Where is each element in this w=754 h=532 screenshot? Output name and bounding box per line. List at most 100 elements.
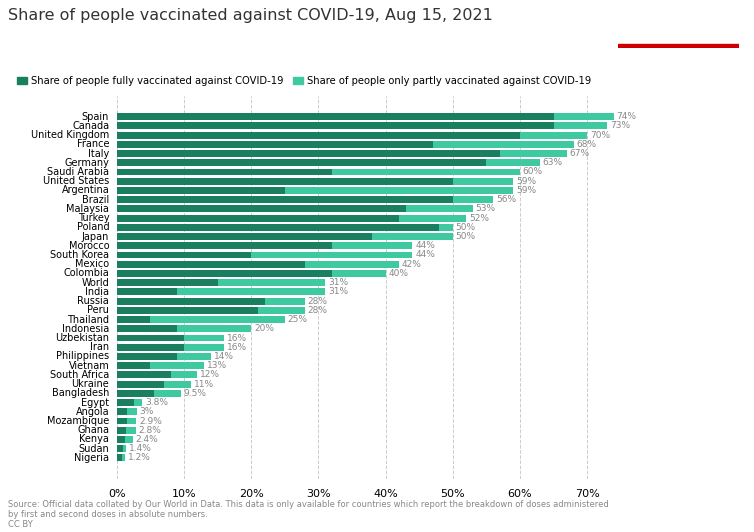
Bar xyxy=(332,169,520,176)
Bar xyxy=(117,242,332,249)
Bar xyxy=(305,261,399,268)
Bar xyxy=(151,362,204,369)
Text: 11%: 11% xyxy=(194,380,213,389)
Text: 56%: 56% xyxy=(496,195,516,204)
Bar xyxy=(453,178,513,185)
Text: 74%: 74% xyxy=(617,112,636,121)
Bar xyxy=(453,196,493,203)
Bar xyxy=(117,159,486,166)
Bar xyxy=(184,335,225,342)
Text: 60%: 60% xyxy=(523,168,543,177)
Bar xyxy=(151,316,285,323)
Text: 70%: 70% xyxy=(590,130,610,139)
Bar xyxy=(184,344,225,351)
Bar xyxy=(117,196,453,203)
Bar xyxy=(117,261,305,268)
Bar xyxy=(177,326,251,332)
Text: 1.2%: 1.2% xyxy=(127,453,151,462)
Bar xyxy=(154,390,181,397)
Bar xyxy=(117,298,265,305)
Text: 40%: 40% xyxy=(388,269,408,278)
Bar xyxy=(117,390,154,397)
Bar xyxy=(251,252,412,259)
Bar xyxy=(618,44,739,48)
Text: 20%: 20% xyxy=(254,325,274,333)
Bar xyxy=(117,252,251,259)
Bar xyxy=(123,445,126,452)
Bar xyxy=(117,326,177,332)
Text: 13%: 13% xyxy=(207,361,227,370)
Bar xyxy=(265,298,305,305)
Text: 25%: 25% xyxy=(287,315,308,324)
Bar xyxy=(117,178,453,185)
Text: Source: Official data collated by Our World in Data. This data is only available: Source: Official data collated by Our Wo… xyxy=(8,500,608,529)
Bar xyxy=(117,150,500,157)
Bar xyxy=(170,371,198,378)
Bar xyxy=(117,113,553,120)
Text: 50%: 50% xyxy=(455,223,476,232)
Bar xyxy=(121,454,125,461)
Bar xyxy=(117,371,170,378)
Bar xyxy=(399,214,466,221)
Bar xyxy=(520,131,587,138)
Bar xyxy=(406,205,473,212)
Text: 52%: 52% xyxy=(469,213,489,222)
Text: in Data: in Data xyxy=(659,30,698,40)
Bar xyxy=(117,233,372,240)
Bar xyxy=(125,436,133,443)
Bar xyxy=(117,122,553,129)
Bar xyxy=(117,427,126,434)
Text: 2.8%: 2.8% xyxy=(139,426,161,435)
Bar xyxy=(164,381,191,388)
Text: 28%: 28% xyxy=(308,306,328,315)
Bar xyxy=(553,122,607,129)
Text: 16%: 16% xyxy=(227,343,247,352)
Bar xyxy=(285,187,513,194)
Text: 31%: 31% xyxy=(328,287,348,296)
Text: 3.8%: 3.8% xyxy=(145,398,168,407)
Text: Share of people vaccinated against COVID-19, Aug 15, 2021: Share of people vaccinated against COVID… xyxy=(8,8,492,23)
Bar xyxy=(117,362,151,369)
Bar xyxy=(117,445,123,452)
Legend: Share of people fully vaccinated against COVID-19, Share of people only partly v: Share of people fully vaccinated against… xyxy=(13,71,596,89)
Bar xyxy=(372,233,453,240)
Bar xyxy=(117,187,285,194)
Text: 59%: 59% xyxy=(516,177,536,186)
Bar xyxy=(117,131,520,138)
Text: 73%: 73% xyxy=(610,121,630,130)
Text: 2.9%: 2.9% xyxy=(139,417,162,426)
Text: 28%: 28% xyxy=(308,297,328,305)
Text: 2.4%: 2.4% xyxy=(136,435,158,444)
Text: 42%: 42% xyxy=(402,260,421,269)
Text: 50%: 50% xyxy=(455,232,476,241)
Bar xyxy=(553,113,614,120)
Bar xyxy=(133,399,143,406)
Bar xyxy=(117,288,177,295)
Bar xyxy=(117,409,127,415)
Bar xyxy=(332,270,385,277)
Bar xyxy=(177,353,211,360)
Text: 14%: 14% xyxy=(213,352,234,361)
Bar xyxy=(117,279,218,286)
Bar xyxy=(117,270,332,277)
Bar xyxy=(117,454,121,461)
Bar xyxy=(117,436,125,443)
Text: 9.5%: 9.5% xyxy=(183,389,207,398)
Text: 16%: 16% xyxy=(227,334,247,343)
Text: 12%: 12% xyxy=(200,370,220,379)
Bar xyxy=(117,381,164,388)
Text: 67%: 67% xyxy=(570,149,590,158)
Text: 31%: 31% xyxy=(328,278,348,287)
Text: 68%: 68% xyxy=(576,140,596,149)
Bar xyxy=(127,418,136,425)
Bar xyxy=(117,205,406,212)
Bar xyxy=(218,279,325,286)
Bar xyxy=(117,335,184,342)
Bar xyxy=(117,307,258,314)
Text: 44%: 44% xyxy=(415,251,435,260)
Text: 44%: 44% xyxy=(415,242,435,250)
Bar xyxy=(332,242,412,249)
Bar xyxy=(117,316,151,323)
Bar xyxy=(440,224,453,231)
Text: 53%: 53% xyxy=(476,204,495,213)
